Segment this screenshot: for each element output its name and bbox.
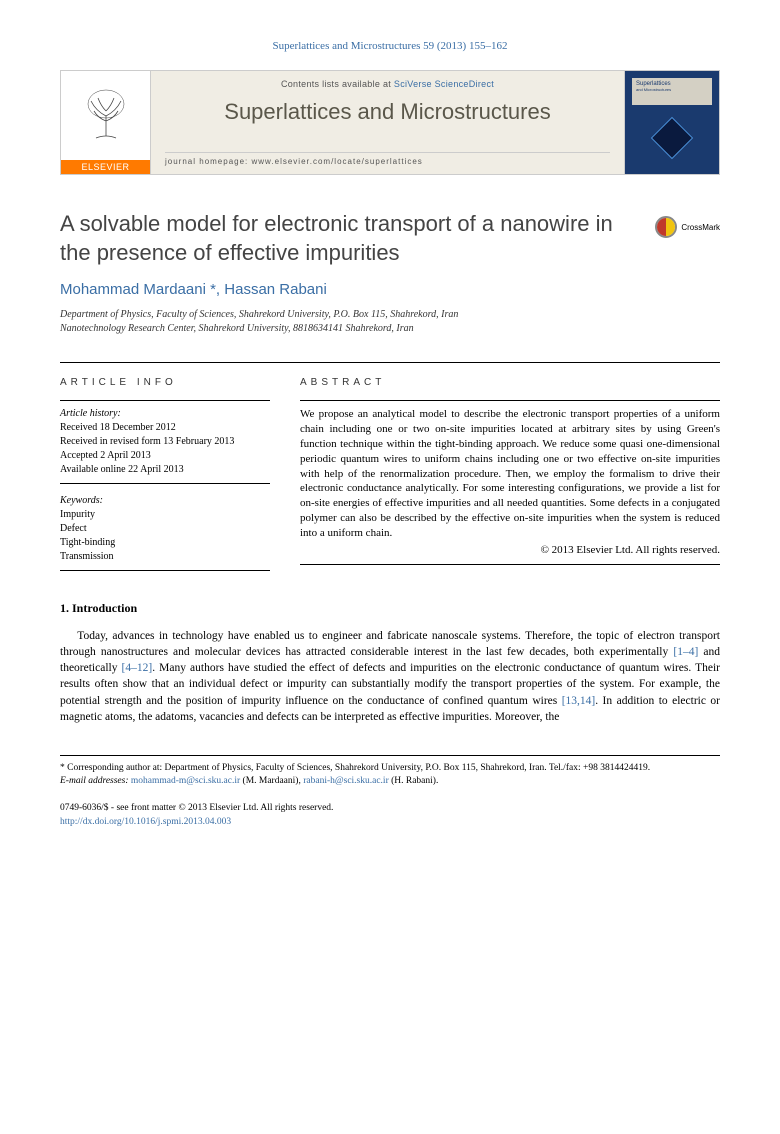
journal-banner: ELSEVIER Contents lists available at Sci… xyxy=(60,70,720,175)
author-sep: , xyxy=(216,281,224,298)
tree-icon xyxy=(76,86,136,146)
abstract-body: We propose an analytical model to descri… xyxy=(300,408,720,539)
revised-line: Received in revised form 13 February 201… xyxy=(60,435,270,449)
author-link-2[interactable]: Hassan Rabani xyxy=(224,281,327,298)
affiliation-2: Nanotechnology Research Center, Shahreko… xyxy=(60,322,720,336)
article-title: A solvable model for electronic transpor… xyxy=(60,210,635,267)
elsevier-tree-logo xyxy=(61,71,150,160)
header-citation: Superlattices and Microstructures 59 (20… xyxy=(60,40,720,52)
banner-middle: Contents lists available at SciVerse Sci… xyxy=(151,71,624,174)
affiliation-1: Department of Physics, Faculty of Scienc… xyxy=(60,308,720,322)
publisher-label: ELSEVIER xyxy=(61,160,150,174)
keyword-1: Impurity xyxy=(60,508,270,522)
author-link-1[interactable]: Mohammad Mardaani xyxy=(60,281,206,298)
keywords-block: Keywords: Impurity Defect Tight-binding … xyxy=(60,494,270,571)
affiliations: Department of Physics, Faculty of Scienc… xyxy=(60,308,720,336)
history-block: Article history: Received 18 December 20… xyxy=(60,400,270,484)
crossmark-badge[interactable]: CrossMark xyxy=(655,216,720,238)
abstract-heading: ABSTRACT xyxy=(300,377,720,388)
received-line: Received 18 December 2012 xyxy=(60,421,270,435)
keywords-label: Keywords: xyxy=(60,494,270,508)
cover-cell: Superlattices and Microstructures xyxy=(624,71,719,174)
authors-line: Mohammad Mardaani *, Hassan Rabani xyxy=(60,281,720,298)
intro-part1: Today, advances in technology have enabl… xyxy=(60,630,720,658)
contents-line: Contents lists available at SciVerse Sci… xyxy=(165,79,610,89)
article-info-heading: ARTICLE INFO xyxy=(60,377,270,388)
info-abstract-row: ARTICLE INFO Article history: Received 1… xyxy=(60,362,720,571)
keyword-2: Defect xyxy=(60,522,270,536)
issn-line: 0749-6036/$ - see front matter © 2013 El… xyxy=(60,802,720,815)
online-line: Available online 22 April 2013 xyxy=(60,463,270,477)
ref-link-3[interactable]: [13,14] xyxy=(562,695,596,707)
abstract-copyright: © 2013 Elsevier Ltd. All rights reserved… xyxy=(300,543,720,558)
title-row: A solvable model for electronic transpor… xyxy=(60,210,720,267)
journal-cover-thumb: Superlattices and Microstructures xyxy=(632,78,712,168)
history-label: Article history: xyxy=(60,407,270,421)
bottom-block: 0749-6036/$ - see front matter © 2013 El… xyxy=(60,802,720,829)
accepted-line: Accepted 2 April 2013 xyxy=(60,449,270,463)
ref-link-2[interactable]: [4–12] xyxy=(122,662,153,674)
email-who-1: (M. Mardaani), xyxy=(240,776,303,786)
doi-link[interactable]: http://dx.doi.org/10.1016/j.spmi.2013.04… xyxy=(60,817,231,827)
footnotes: * Corresponding author at: Department of… xyxy=(60,755,720,789)
homepage-url[interactable]: www.elsevier.com/locate/superlattices xyxy=(252,157,423,166)
sciencedirect-link[interactable]: SciVerse ScienceDirect xyxy=(394,79,494,89)
article-info-column: ARTICLE INFO Article history: Received 1… xyxy=(60,362,270,571)
homepage-line: journal homepage: www.elsevier.com/locat… xyxy=(165,152,610,166)
keyword-4: Transmission xyxy=(60,550,270,564)
author-star: * xyxy=(206,281,216,298)
email-label: E-mail addresses: xyxy=(60,776,131,786)
email-link-2[interactable]: rabani-h@sci.sku.ac.ir xyxy=(303,776,389,786)
abstract-column: ABSTRACT We propose an analytical model … xyxy=(300,362,720,571)
abstract-text: We propose an analytical model to descri… xyxy=(300,400,720,564)
intro-paragraph: Today, advances in technology have enabl… xyxy=(60,628,720,725)
corresponding-author: * Corresponding author at: Department of… xyxy=(60,762,720,775)
email-who-2: (H. Rabani). xyxy=(389,776,439,786)
crossmark-icon xyxy=(655,216,677,238)
emails-line: E-mail addresses: mohammad-m@sci.sku.ac.… xyxy=(60,775,720,788)
crossmark-label: CrossMark xyxy=(681,223,720,232)
ref-link-1[interactable]: [1–4] xyxy=(673,646,698,658)
cover-title-2: and Microstructures xyxy=(636,87,671,92)
journal-title: Superlattices and Microstructures xyxy=(165,99,610,125)
keyword-3: Tight-binding xyxy=(60,536,270,550)
section-1-heading: 1. Introduction xyxy=(60,601,720,616)
publisher-cell: ELSEVIER xyxy=(61,71,151,174)
cover-diamond-icon xyxy=(651,116,693,158)
email-link-1[interactable]: mohammad-m@sci.sku.ac.ir xyxy=(131,776,240,786)
contents-prefix: Contents lists available at xyxy=(281,79,394,89)
cover-title: Superlattices and Microstructures xyxy=(636,81,671,93)
homepage-prefix: journal homepage: xyxy=(165,157,252,166)
